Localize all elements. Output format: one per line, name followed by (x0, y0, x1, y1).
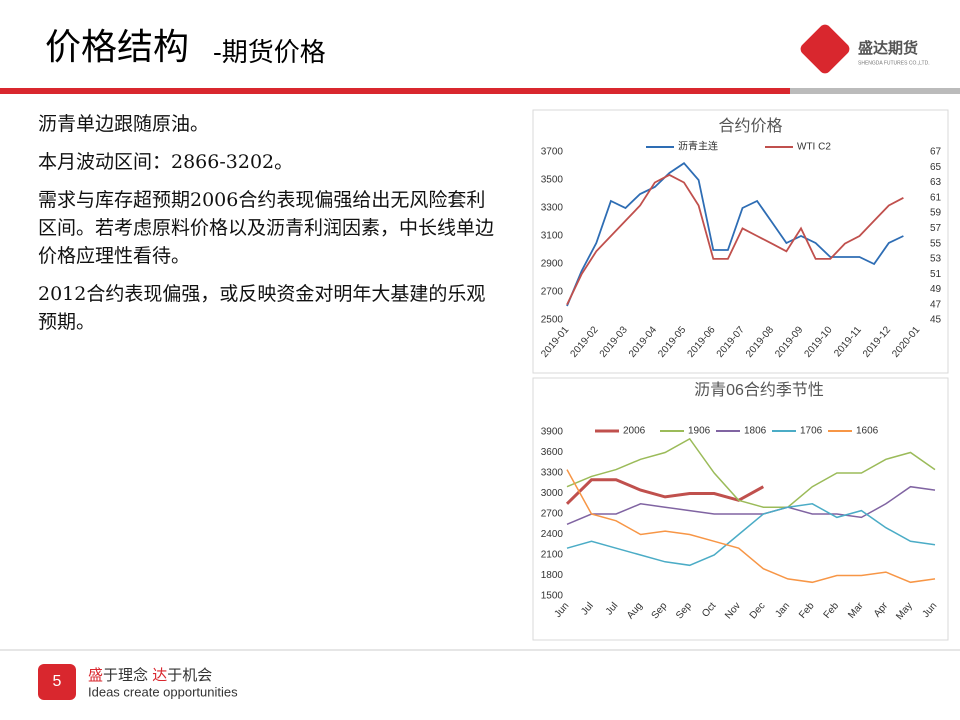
y-tick-label: 1500 (541, 591, 564, 602)
logo-en: SHENGDA FUTURES CO.,LTD. (858, 60, 930, 66)
line-series (566, 485, 936, 525)
logo-mark (800, 24, 850, 74)
slogan-part: 盛 (88, 667, 103, 684)
chart-frame (532, 109, 949, 374)
page-badge (38, 664, 76, 700)
legend-label: 1606 (856, 426, 879, 437)
line-series (566, 173, 904, 306)
header-rule-gray (790, 88, 960, 94)
y-tick-label: 3100 (541, 231, 564, 242)
slogan-part: 于机会 (167, 667, 212, 684)
y-tick-label: 2500 (541, 315, 564, 326)
chart-title: 合约价格 (718, 117, 782, 135)
line-series (565, 478, 765, 505)
y-tick-label: 3300 (541, 203, 564, 214)
legend-label: 1806 (744, 426, 767, 437)
y2-tick-label: 67 (930, 147, 942, 158)
slogan-part: 于理念 (103, 666, 152, 684)
slogan-en: Ideas create opportunities (88, 684, 238, 699)
y2-tick-label: 55 (930, 238, 942, 249)
legend-label: 1706 (800, 426, 823, 437)
y2-tick-label: 49 (930, 284, 942, 295)
y2-tick-label: 47 (930, 299, 942, 310)
y2-tick-label: 65 (930, 162, 942, 173)
logo-text: 盛达期货 (858, 39, 918, 57)
y-tick-label: 2900 (541, 259, 564, 270)
y-tick-label: 2400 (541, 529, 564, 540)
y-tick-label: 3500 (541, 175, 564, 186)
paragraph: 沥青单边跟随原油。 (38, 113, 210, 135)
line-series (566, 503, 936, 567)
y2-tick-label: 61 (930, 192, 942, 203)
legend-label: 2006 (623, 426, 646, 437)
y-tick-label: 3300 (541, 468, 564, 479)
y-tick-label: 3900 (541, 427, 564, 438)
y-tick-label: 2700 (541, 287, 564, 298)
legend-label: 沥青主连 (678, 140, 718, 153)
paragraph: 需求与库存超预期2006合约表现偏强给出无风险套利区间。若考虑原料价格以及沥青利… (38, 189, 495, 267)
legend-label: WTI C2 (797, 142, 831, 153)
title: 价格结构 (45, 27, 189, 68)
subtitle: -期货价格 (213, 38, 326, 68)
line-series (566, 162, 904, 307)
y2-tick-label: 63 (930, 177, 942, 188)
y-tick-label: 2700 (541, 509, 564, 520)
slogan: 盛于理念 达于机会 (88, 666, 212, 684)
y2-tick-label: 57 (930, 223, 942, 234)
y2-tick-label: 59 (930, 208, 942, 219)
line-series (566, 469, 936, 584)
y-tick-label: 3700 (541, 147, 564, 158)
y-tick-label: 1800 (541, 570, 564, 581)
paragraph: 本月波动区间：2866-3202。 (38, 151, 294, 173)
y2-tick-label: 53 (930, 254, 942, 265)
chart-title: 沥青06合约季节性 (694, 381, 824, 399)
y2-tick-label: 45 (930, 315, 942, 326)
page-number: 5 (53, 673, 62, 690)
line-series (566, 437, 936, 508)
legend-label: 1906 (688, 426, 711, 437)
y-tick-label: 3000 (541, 488, 564, 499)
paragraph: 2012合约表现偏强，或反映资金对明年大基建的乐观预期。 (38, 283, 486, 333)
chart-frame (532, 377, 949, 641)
y-tick-label: 3600 (541, 447, 564, 458)
y-tick-label: 2100 (541, 550, 564, 561)
y2-tick-label: 51 (930, 269, 942, 280)
slogan-part: 达 (152, 667, 167, 684)
header-rule (0, 88, 790, 94)
